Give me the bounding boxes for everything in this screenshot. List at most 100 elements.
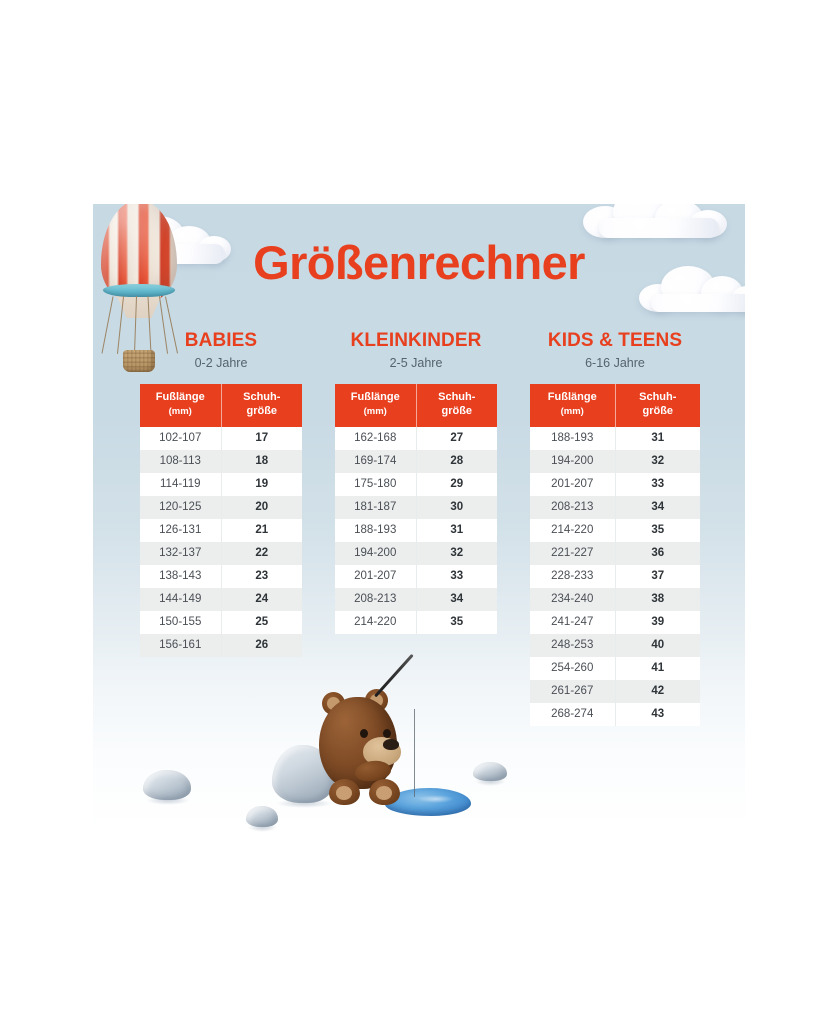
- cell-shoe-size: 31: [416, 518, 497, 542]
- cell-shoe-size: 21: [221, 518, 302, 542]
- cell-shoe-size: 27: [416, 426, 497, 450]
- cell-shoe-size: 26: [221, 633, 302, 657]
- table-row: 138-143 23: [140, 564, 302, 588]
- cell-foot-length: 181-187: [335, 495, 417, 519]
- table-header-row: Fußlänge (mm) Schuh- größe: [140, 384, 302, 427]
- table-row: 114-119 19: [140, 472, 302, 496]
- cell-shoe-size: 35: [615, 518, 700, 542]
- cell-foot-length: 114-119: [140, 472, 222, 496]
- cell-foot-length: 254-260: [530, 656, 616, 680]
- table-header-row: Fußlänge (mm) Schuh- größe: [335, 384, 497, 427]
- cell-foot-length: 201-207: [530, 472, 616, 496]
- table-row: 248-253 40: [530, 633, 700, 657]
- cell-foot-length: 138-143: [140, 564, 222, 588]
- table-header-row: Fußlänge (mm) Schuh- größe: [530, 384, 700, 427]
- cell-shoe-size: 17: [221, 426, 302, 450]
- table-body: 162-168 27 169-174 28 175-180 29 181-187 30 188-…: [335, 426, 497, 634]
- cloud-right-icon: [639, 262, 745, 312]
- cell-shoe-size: 34: [615, 495, 700, 519]
- rock-right-icon: [473, 762, 507, 786]
- section-kids-teens: KIDS & TEENS 6-16 Jahre Fußlänge (mm) Sc…: [530, 330, 700, 726]
- cell-shoe-size: 42: [615, 679, 700, 703]
- cell-foot-length: 248-253: [530, 633, 616, 657]
- cloud-top-right-icon: [583, 204, 733, 238]
- table-row: 201-207 33: [335, 564, 497, 588]
- section-caption: KLEINKINDER: [350, 330, 482, 351]
- cell-shoe-size: 25: [221, 610, 302, 634]
- table-row: 194-200 32: [335, 541, 497, 565]
- header-foot-length: Fußlänge (mm): [140, 384, 222, 427]
- rock-left-icon: [143, 770, 191, 805]
- table-row: 254-260 41: [530, 656, 700, 680]
- cell-foot-length: 120-125: [140, 495, 222, 519]
- table-row: 208-213 34: [530, 495, 700, 519]
- cell-shoe-size: 37: [615, 564, 700, 588]
- table-body: 102-107 17 108-113 18 114-119 19 120-125 20 126-…: [140, 426, 302, 657]
- cell-foot-length: 169-174: [335, 449, 417, 473]
- cell-foot-length: 102-107: [140, 426, 222, 450]
- table-row: 181-187 30: [335, 495, 497, 519]
- cell-shoe-size: 33: [615, 472, 700, 496]
- cell-foot-length: 208-213: [530, 495, 616, 519]
- table-row: 194-200 32: [530, 449, 700, 473]
- cell-foot-length: 162-168: [335, 426, 417, 450]
- cell-foot-length: 194-200: [530, 449, 616, 473]
- table-row: 144-149 24: [140, 587, 302, 611]
- cell-shoe-size: 23: [221, 564, 302, 588]
- header-unit: (mm): [363, 406, 387, 418]
- hot-air-balloon-icon: [93, 204, 185, 372]
- cell-shoe-size: 40: [615, 633, 700, 657]
- cell-foot-length: 188-193: [530, 426, 616, 450]
- table-row: 162-168 27: [335, 426, 497, 450]
- cell-shoe-size: 18: [221, 449, 302, 473]
- section-babies: BABIES 0-2 Jahre Fußlänge (mm) Schuh- gr…: [140, 330, 302, 657]
- cell-foot-length: 194-200: [335, 541, 417, 565]
- table-row: 214-220 35: [530, 518, 700, 542]
- size-table-kids-teens: Fußlänge (mm) Schuh- größe 188-193 31 194-…: [530, 384, 700, 726]
- table-row: 175-180 29: [335, 472, 497, 496]
- section-caption: BABIES: [184, 330, 258, 351]
- section-subtitle: 0-2 Jahre: [194, 356, 248, 370]
- cell-foot-length: 132-137: [140, 541, 222, 565]
- table-row: 108-113 18: [140, 449, 302, 473]
- cell-foot-length: 214-220: [335, 610, 417, 634]
- rock-small-left-icon: [246, 806, 278, 832]
- cell-shoe-size: 24: [221, 587, 302, 611]
- header-foot-length: Fußlänge (mm): [335, 384, 417, 427]
- table-row: 234-240 38: [530, 587, 700, 611]
- cell-foot-length: 268-274: [530, 702, 616, 726]
- cell-shoe-size: 29: [416, 472, 497, 496]
- cell-foot-length: 175-180: [335, 472, 417, 496]
- size-table-kleinkinder: Fußlänge (mm) Schuh- größe 162-168 27 169-…: [335, 384, 497, 634]
- table-row: 169-174 28: [335, 449, 497, 473]
- cell-shoe-size: 41: [615, 656, 700, 680]
- table-row: 132-137 22: [140, 541, 302, 565]
- cell-foot-length: 156-161: [140, 633, 222, 657]
- cell-shoe-size: 39: [615, 610, 700, 634]
- cell-shoe-size: 34: [416, 587, 497, 611]
- cell-shoe-size: 19: [221, 472, 302, 496]
- header-shoe-size: Schuh- größe: [221, 384, 302, 427]
- table-row: 201-207 33: [530, 472, 700, 496]
- section-subtitle: 2-5 Jahre: [389, 356, 443, 370]
- cell-shoe-size: 36: [615, 541, 700, 565]
- cell-shoe-size: 35: [416, 610, 497, 634]
- table-row: 188-193 31: [530, 426, 700, 450]
- cell-shoe-size: 31: [615, 426, 700, 450]
- cell-foot-length: 201-207: [335, 564, 417, 588]
- section-subtitle: 6-16 Jahre: [585, 356, 645, 370]
- table-row: 102-107 17: [140, 426, 302, 450]
- header-shoe-size: Schuh- größe: [416, 384, 497, 427]
- table-row: 221-227 36: [530, 541, 700, 565]
- table-row: 208-213 34: [335, 587, 497, 611]
- cell-shoe-size: 28: [416, 449, 497, 473]
- cell-foot-length: 208-213: [335, 587, 417, 611]
- cell-shoe-size: 32: [615, 449, 700, 473]
- table-row: 126-131 21: [140, 518, 302, 542]
- cell-foot-length: 234-240: [530, 587, 616, 611]
- cell-shoe-size: 43: [615, 702, 700, 726]
- table-row: 188-193 31: [335, 518, 497, 542]
- cell-shoe-size: 32: [416, 541, 497, 565]
- table-row: 228-233 37: [530, 564, 700, 588]
- size-table-babies: Fußlänge (mm) Schuh- größe 102-107 17 108-…: [140, 384, 302, 657]
